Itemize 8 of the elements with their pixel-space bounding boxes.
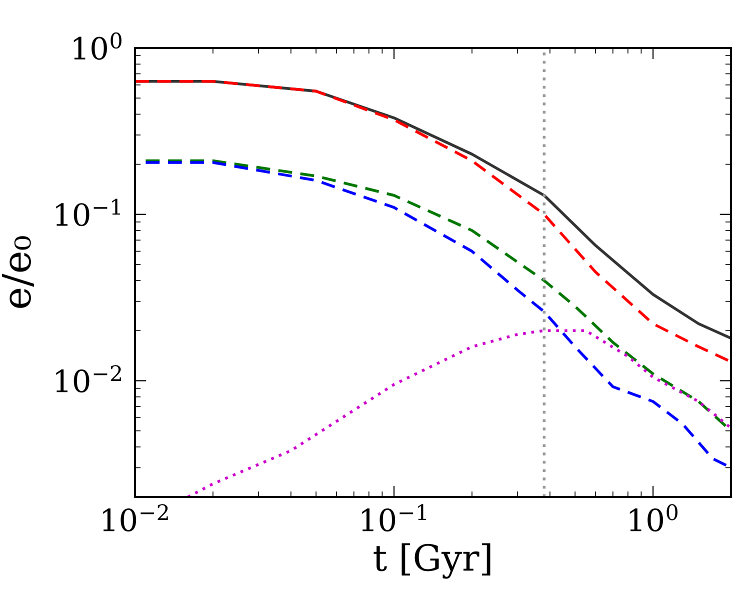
y-tick-label: 10$^{0}$: [74, 32, 122, 60]
x-axis-title: t [Gyr]: [374, 543, 490, 579]
y-tick-label: 10$^{−1}$: [56, 198, 120, 226]
x-tick-label: 10$^{0}$: [630, 504, 678, 532]
y-tick-label: 10$^{−2}$: [56, 365, 121, 393]
x-tick-label: 10$^{−2}$: [102, 504, 168, 532]
x-tick-label: 10$^{−1}$: [362, 504, 426, 532]
y-axis-title: e/e₀: [2, 236, 34, 308]
